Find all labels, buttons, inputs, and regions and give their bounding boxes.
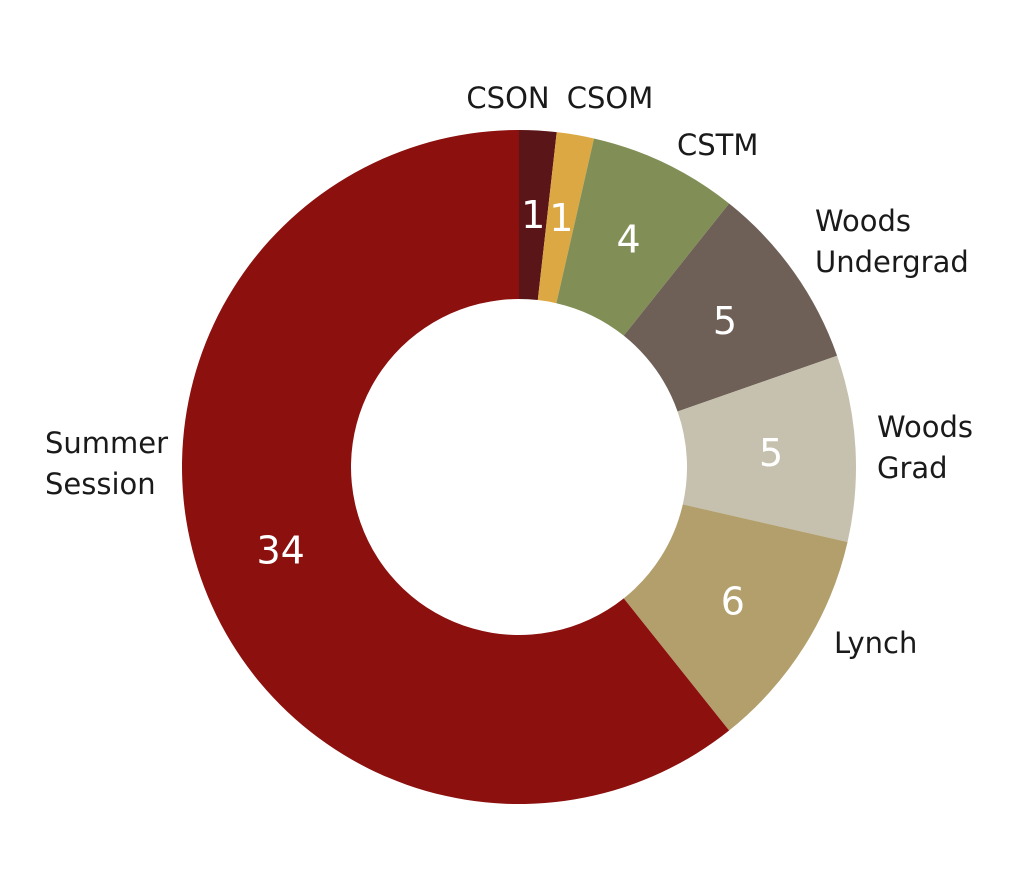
category-labels: CSON CSOM CSTM Woods Undergrad Woods Grad Lynch… bbox=[45, 81, 973, 660]
category-label-lynch: Lynch bbox=[834, 626, 917, 660]
slice-summer-session bbox=[182, 130, 730, 805]
category-label-cson: CSON bbox=[466, 81, 549, 115]
category-label-summer-session: Summer Session bbox=[45, 426, 168, 501]
value-label-woods-grad: 5 bbox=[759, 431, 783, 475]
category-label-woods-grad: Woods Grad bbox=[877, 410, 973, 485]
category-label-woods-undergrad: Woods Undergrad bbox=[815, 204, 969, 279]
value-label-woods-undergrad: 5 bbox=[713, 299, 737, 343]
slice-cson bbox=[519, 130, 557, 301]
slice-cstm bbox=[556, 138, 730, 336]
donut-slices bbox=[182, 130, 856, 805]
value-label-summer-session: 34 bbox=[256, 528, 304, 572]
slice-csom bbox=[537, 132, 594, 304]
value-label-cson: 1 bbox=[521, 193, 545, 237]
category-label-cstm: CSTM bbox=[677, 128, 758, 162]
value-label-csom: 1 bbox=[549, 196, 573, 240]
slice-woods-undergrad bbox=[623, 203, 838, 412]
value-label-cstm: 4 bbox=[616, 218, 640, 262]
value-label-lynch: 6 bbox=[721, 579, 745, 623]
slice-lynch bbox=[623, 504, 848, 731]
category-label-csom: CSOM bbox=[567, 81, 654, 115]
slice-woods-grad bbox=[677, 355, 856, 542]
